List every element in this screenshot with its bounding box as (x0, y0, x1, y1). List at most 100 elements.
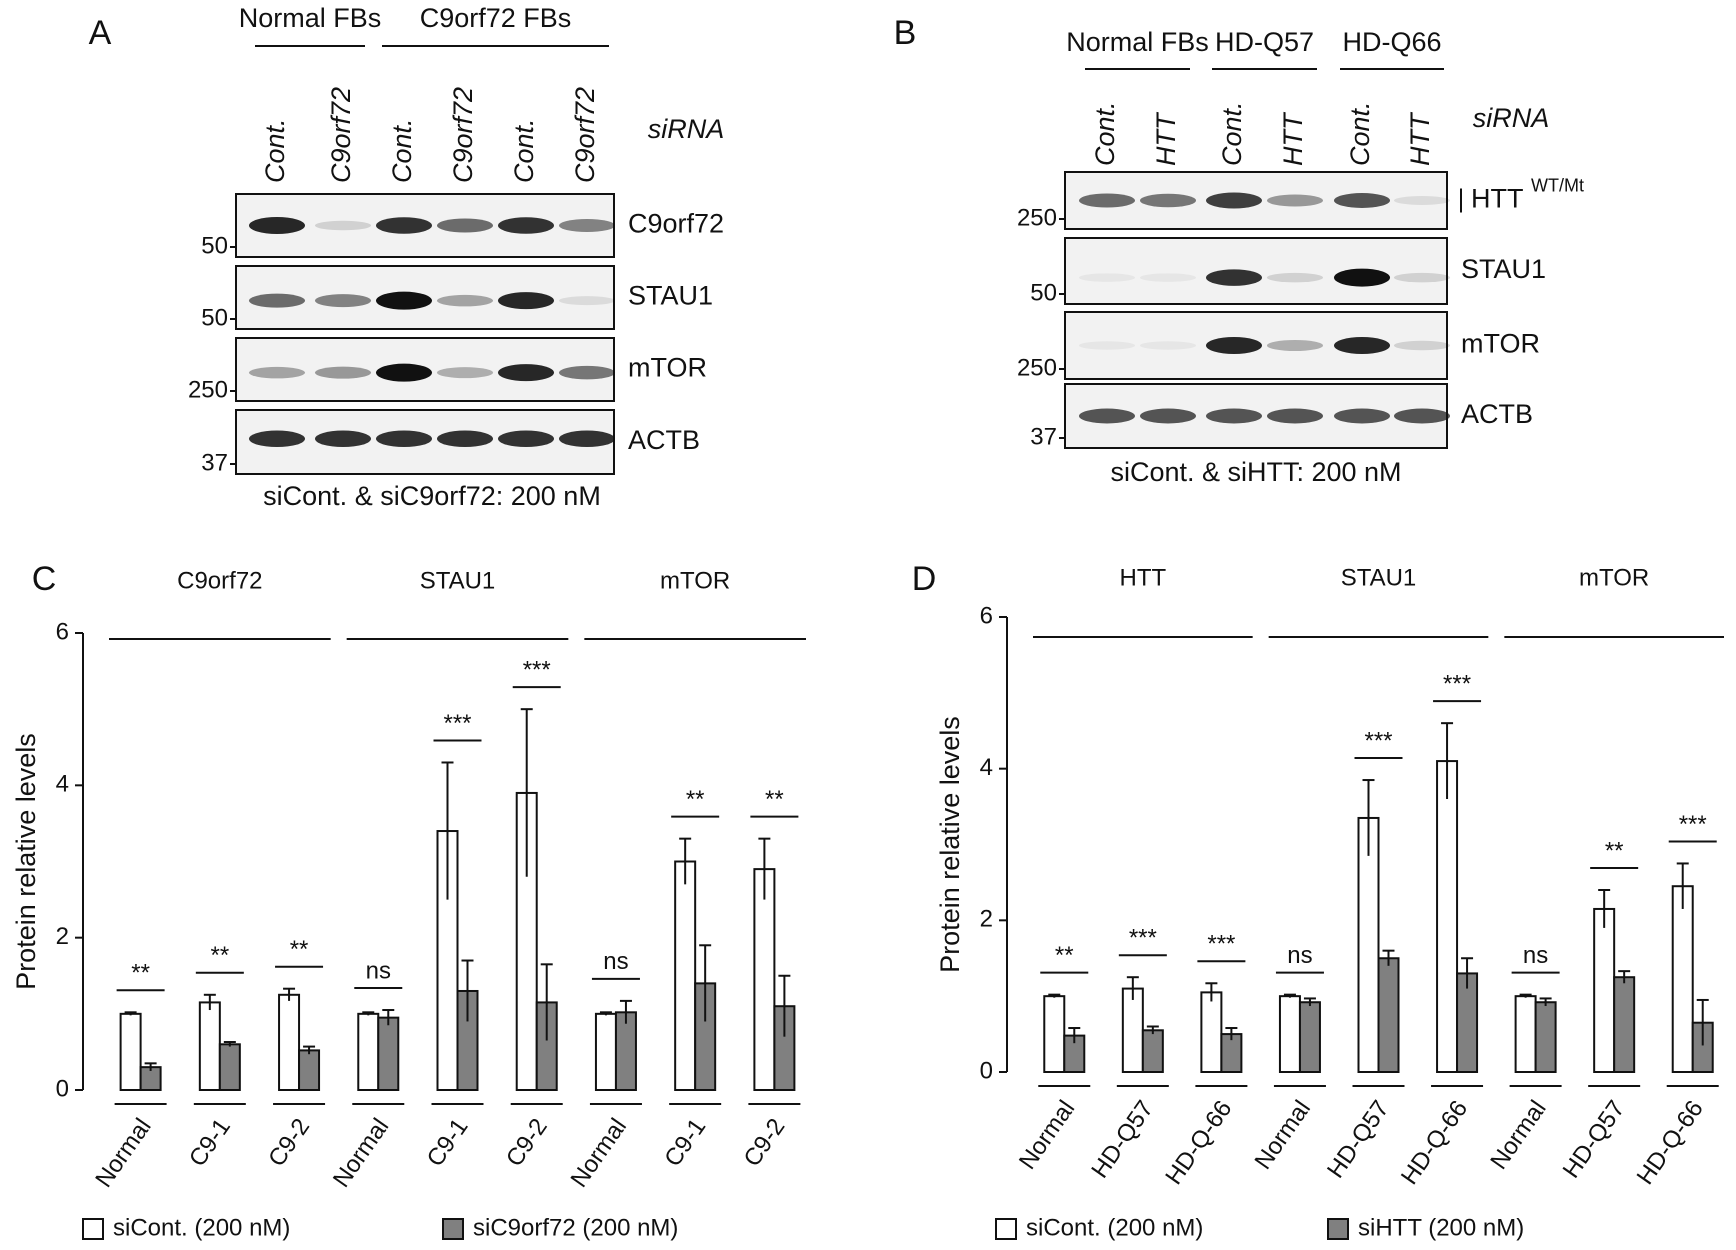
protein-label: C9orf72 (628, 209, 724, 239)
band (1140, 273, 1196, 282)
bar (1121, 987, 1144, 1073)
band (249, 430, 305, 448)
band (437, 430, 493, 448)
size-marker: 50 (201, 304, 228, 331)
lane-label: C9orf72 (570, 87, 600, 183)
bar (1671, 885, 1694, 1073)
significance-label: ** (131, 960, 150, 987)
protein-label: mTOR (1461, 329, 1540, 359)
band (1267, 272, 1323, 283)
x-tick-label: HD-Q-66 (1632, 1096, 1709, 1190)
size-marker: 37 (1030, 423, 1057, 450)
x-tick-label: Normal (90, 1114, 156, 1193)
group-header: Normal FBs (1066, 27, 1209, 57)
x-tick-label: HD-Q57 (1086, 1096, 1159, 1184)
bar (594, 1012, 617, 1091)
significance-label: ** (1055, 942, 1074, 969)
band (1267, 408, 1323, 424)
band (376, 217, 432, 234)
significance-label: *** (1679, 811, 1707, 838)
band (437, 367, 493, 379)
panel-letter: C (32, 560, 57, 598)
lane-label: HTT (1405, 111, 1435, 166)
y-tick-label: 4 (980, 754, 993, 781)
band (437, 294, 493, 307)
legend-swatch (442, 1218, 464, 1240)
x-tick-label: Normal (1250, 1096, 1316, 1175)
lane-label: Cont. (260, 118, 290, 183)
bar (357, 1012, 380, 1091)
x-tick-label: HD-Q57 (1558, 1096, 1631, 1184)
group-header: STAU1 (420, 567, 496, 594)
x-tick-label: C9-2 (501, 1114, 553, 1172)
x-tick-label: C9-2 (263, 1114, 315, 1172)
protein-superscript: WT/Mt (1531, 175, 1584, 195)
band (1079, 408, 1135, 424)
band (559, 430, 615, 448)
protein-label: HTT (1471, 184, 1523, 214)
band (1079, 273, 1135, 282)
size-marker: 250 (188, 376, 228, 403)
band (498, 292, 554, 310)
group-header: HD-Q57 (1215, 27, 1314, 57)
group-header: C9orf72 FBs (420, 3, 572, 33)
bar (119, 1012, 142, 1091)
band (315, 366, 371, 379)
significance-label: ** (210, 942, 229, 969)
panel-letter: D (912, 560, 937, 598)
bar (1514, 995, 1537, 1074)
y-tick-label: 0 (56, 1075, 69, 1102)
x-tick-label: HD-Q57 (1322, 1096, 1395, 1184)
significance-label: ns (1523, 942, 1548, 969)
significance-label: ** (1605, 837, 1624, 864)
band (1079, 193, 1135, 208)
y-tick-label: 4 (56, 771, 69, 798)
band (559, 296, 615, 306)
band (1206, 192, 1262, 209)
band (498, 430, 554, 448)
x-tick-label: C9-2 (739, 1114, 791, 1172)
lane-label: Cont. (1345, 101, 1375, 166)
bar (1613, 976, 1636, 1073)
bar (753, 868, 776, 1091)
significance-label: *** (1207, 931, 1235, 958)
bar (1043, 995, 1066, 1074)
band (498, 364, 554, 382)
y-axis-label: Protein relative levels (935, 716, 965, 973)
x-tick-label: HD-Q-66 (1396, 1096, 1473, 1190)
bar (674, 860, 697, 1091)
band (1267, 340, 1323, 351)
bar (198, 1001, 221, 1091)
bar (1357, 816, 1380, 1073)
bar (1534, 1001, 1557, 1074)
protein-label: STAU1 (628, 281, 713, 311)
band (249, 217, 305, 234)
panel-letter: B (894, 14, 917, 52)
size-marker: 250 (1017, 354, 1057, 381)
y-tick-label: 0 (980, 1057, 993, 1084)
protein-label: ACTB (628, 425, 700, 455)
bar (218, 1043, 241, 1092)
band (315, 220, 371, 231)
y-tick-label: 6 (56, 618, 69, 645)
panel-footer: siCont. & siHTT: 200 nM (1110, 457, 1401, 487)
band (1079, 341, 1135, 350)
significance-label: ** (290, 936, 309, 963)
y-tick-label: 2 (980, 906, 993, 933)
band (498, 217, 554, 234)
lane-label: HTT (1151, 111, 1181, 166)
size-marker: 50 (1030, 279, 1057, 306)
band (1206, 337, 1262, 354)
lane-label: C9orf72 (448, 87, 478, 183)
legend-label: siCont. (200 nM) (1026, 1214, 1203, 1241)
band (315, 430, 371, 448)
band (437, 218, 493, 233)
y-axis-label: Protein relative levels (11, 733, 41, 990)
bar (1436, 760, 1459, 1073)
band (559, 219, 615, 232)
lane-label: Cont. (1090, 101, 1120, 166)
x-tick-label: Normal (566, 1114, 632, 1193)
size-marker: 37 (201, 449, 228, 476)
band (1140, 341, 1196, 350)
legend-label: siC9orf72 (200 nM) (473, 1214, 678, 1241)
